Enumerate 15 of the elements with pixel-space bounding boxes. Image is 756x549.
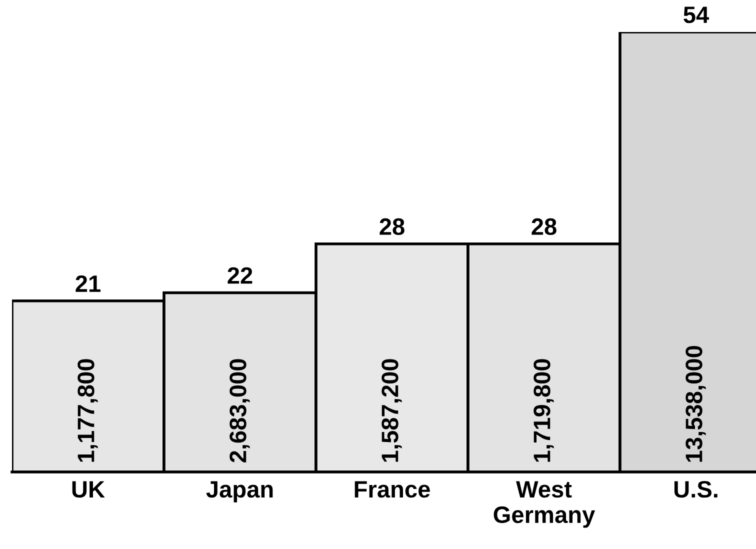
x-tick-label: France — [354, 481, 430, 498]
annotation: 1,719,800 — [534, 359, 554, 462]
x-tick-label: U.S. — [674, 480, 718, 498]
x-tick-label: Japan — [206, 481, 273, 502]
annotation: 2,683,000 — [230, 359, 250, 462]
annotation: 1,177,800 — [78, 359, 98, 462]
data-label: 22 — [228, 267, 252, 284]
data-label: 21 — [76, 275, 100, 292]
annotation: 13,538,000 — [686, 346, 706, 462]
x-tick-label: UK — [72, 481, 105, 498]
annotation: 1,587,200 — [382, 359, 402, 462]
data-label: 54 — [684, 6, 710, 24]
x-tick-label: West Germany — [494, 481, 596, 528]
data-label: 28 — [532, 218, 556, 236]
data-label: 28 — [380, 218, 404, 236]
